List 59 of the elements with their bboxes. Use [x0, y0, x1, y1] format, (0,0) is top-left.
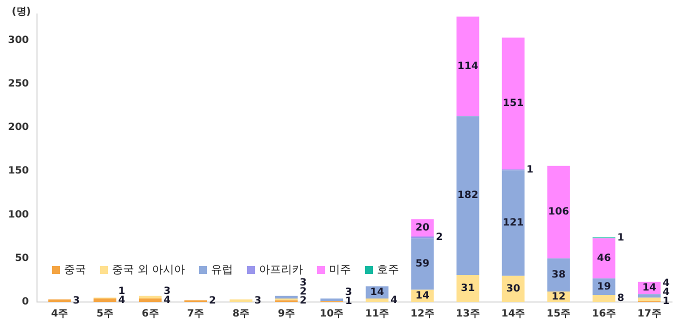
- data-label: 182: [457, 190, 478, 202]
- y-tick-label: 150: [8, 166, 29, 177]
- y-tick-label: 100: [8, 209, 29, 220]
- y-axis-title: (명): [12, 6, 31, 18]
- data-label: 1: [118, 286, 126, 297]
- y-tick-label: 300: [8, 34, 29, 46]
- x-tick-label: 13주: [456, 308, 480, 320]
- x-tick-label: 6주: [142, 308, 159, 320]
- x-tick-label: 5주: [96, 308, 114, 320]
- x-tick-label: 4주: [51, 308, 68, 320]
- data-label: 3: [254, 295, 262, 306]
- data-label: 4: [390, 294, 398, 306]
- data-label: 3: [72, 295, 80, 306]
- legend-label: 중국 외 아시아: [112, 262, 185, 277]
- x-tick-label: 12주: [410, 308, 434, 320]
- x-tick-label: 14주: [501, 308, 526, 320]
- legend-label: 중국: [64, 262, 86, 277]
- data-label: 151: [502, 98, 524, 110]
- data-label: 121: [502, 218, 524, 229]
- data-label: 14: [370, 286, 384, 298]
- y-tick-label: 0: [22, 296, 29, 308]
- legend-label: 미주: [329, 262, 351, 277]
- data-label: 114: [457, 60, 478, 72]
- data-label: 1: [617, 232, 624, 244]
- x-tick-label: 17주: [637, 308, 662, 320]
- data-label: 2: [300, 296, 307, 307]
- data-label: 2: [436, 232, 443, 244]
- data-label: 3: [164, 286, 171, 297]
- data-label: 14: [416, 290, 430, 302]
- legend-label: 아프리카: [259, 262, 303, 277]
- data-label: 19: [596, 281, 611, 292]
- x-tick-label: 7주: [187, 308, 204, 320]
- y-tick-label: 50: [14, 252, 29, 264]
- data-label: 1: [526, 164, 534, 176]
- y-tick-label: 200: [8, 122, 29, 134]
- data-label: 12: [552, 291, 566, 302]
- x-tick-label: 16주: [592, 308, 616, 320]
- data-label: 1: [662, 296, 670, 308]
- legend-label: 유럽: [211, 262, 233, 277]
- data-label: 20: [416, 222, 430, 234]
- data-label: 59: [416, 258, 430, 270]
- data-label: 4: [164, 294, 171, 306]
- data-label: 2: [208, 296, 216, 307]
- data-label: 38: [552, 270, 566, 281]
- data-label: 46: [596, 252, 611, 264]
- data-label: 1: [345, 296, 352, 308]
- legend-label: 호주: [377, 262, 399, 277]
- y-tick-label: 250: [8, 78, 29, 90]
- data-label: 31: [460, 283, 475, 294]
- data-label: 106: [548, 206, 570, 218]
- data-label: 14: [642, 282, 656, 294]
- x-tick-label: 10주: [320, 308, 344, 320]
- x-tick-label: 15주: [546, 308, 571, 320]
- data-label: 8: [617, 293, 624, 304]
- data-label: 30: [506, 284, 520, 295]
- x-tick-label: 11주: [365, 308, 390, 320]
- x-tick-label: 9주: [278, 308, 295, 320]
- data-label: 4: [118, 294, 126, 306]
- x-tick-label: 8주: [232, 308, 250, 320]
